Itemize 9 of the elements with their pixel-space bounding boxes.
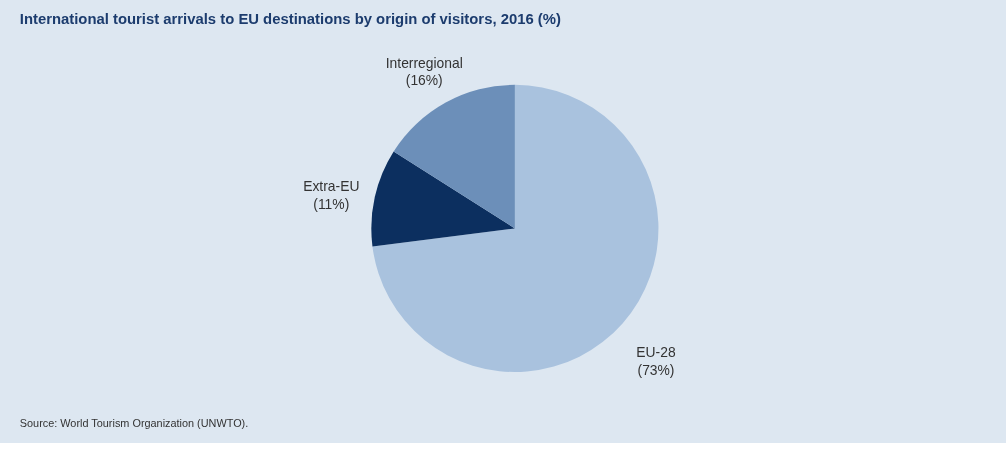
data-label: (16%) xyxy=(405,72,443,89)
chart-title: International tourist arrivals to EU destinations by origin of visitors, 2016 (%) xyxy=(19,10,561,27)
source-note: Source: World Tourism Organization (UNWTO). xyxy=(19,416,249,429)
data-label: (73%) xyxy=(637,361,675,378)
pie-slice xyxy=(371,151,515,247)
slice-label: EU-28 xyxy=(636,343,676,360)
slice-label: Interregional xyxy=(385,54,463,71)
slice-label: Extra-EU xyxy=(303,178,360,195)
data-label: (11%) xyxy=(313,196,350,213)
